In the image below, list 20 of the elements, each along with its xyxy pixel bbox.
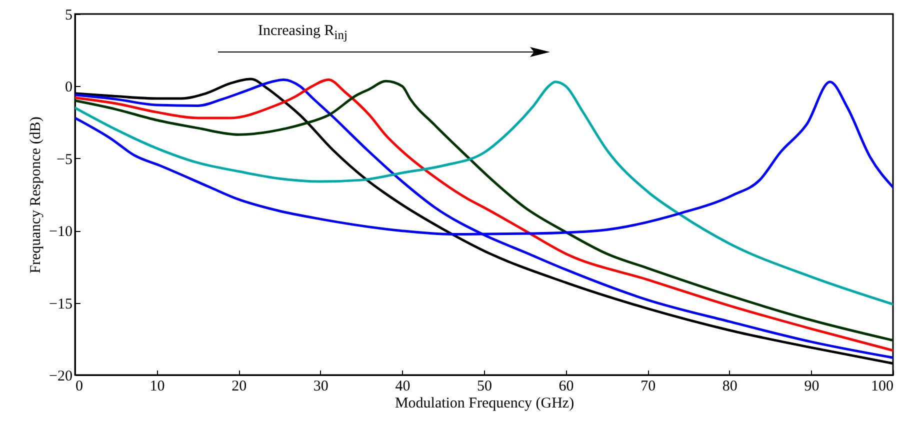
- x-axis-title: Modulation Frequency (GHz): [394, 396, 574, 412]
- x-tick-label: 20: [232, 378, 247, 394]
- y-tick-label: −15: [49, 296, 72, 312]
- y-axis-title: Frequancy Responce (dB): [28, 116, 44, 274]
- y-tick-label: −20: [49, 368, 72, 384]
- x-tick-label: 30: [313, 378, 328, 394]
- x-tick-label: 50: [477, 378, 492, 394]
- annotation: Increasing R$_{inj}$: [258, 23, 348, 43]
- x-tick-label: 0: [76, 378, 83, 394]
- y-tick-label: −10: [49, 224, 72, 240]
- x-tick-label: 70: [640, 378, 656, 394]
- x-tick-label: 100: [871, 378, 894, 394]
- x-tick-label: 60: [558, 378, 574, 394]
- x-tick-label: 90: [804, 378, 820, 394]
- x-tick-label: 80: [722, 378, 738, 394]
- y-tick-label: 5: [65, 8, 72, 24]
- x-tick-label: 10: [150, 378, 165, 394]
- y-tick-label: −5: [56, 152, 72, 168]
- x-tick-label: 40: [395, 378, 410, 394]
- y-tick-label: 0: [65, 80, 72, 96]
